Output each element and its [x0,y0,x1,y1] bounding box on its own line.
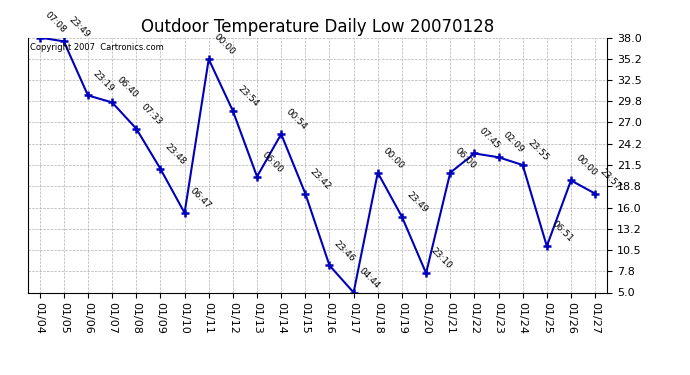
Text: 23:10: 23:10 [429,246,453,271]
Text: 00:54: 00:54 [284,107,308,132]
Text: 23:55: 23:55 [526,138,550,163]
Text: 23:49: 23:49 [405,190,429,214]
Text: 23:46: 23:46 [333,238,357,263]
Text: Copyright 2007  Cartronics.com: Copyright 2007 Cartronics.com [30,43,164,52]
Text: 23:49: 23:49 [67,15,91,39]
Text: 07:45: 07:45 [477,126,502,151]
Text: 07:33: 07:33 [139,102,164,126]
Text: 00:00: 00:00 [381,146,405,170]
Text: 23:57: 23:57 [598,167,622,191]
Text: 06:51: 06:51 [550,219,574,244]
Text: 06:47: 06:47 [188,186,212,211]
Text: 23:48: 23:48 [164,142,188,166]
Text: 00:00: 00:00 [574,153,598,178]
Text: 07:08: 07:08 [43,10,67,35]
Text: 23:42: 23:42 [308,167,333,191]
Text: 23:19: 23:19 [91,69,115,93]
Text: 00:00: 00:00 [212,32,236,57]
Text: 06:00: 06:00 [260,150,284,174]
Text: 06:00: 06:00 [453,146,477,170]
Text: 02:09: 02:09 [502,130,526,155]
Text: 23:54: 23:54 [236,84,260,109]
Text: 04:44: 04:44 [357,266,381,290]
Title: Outdoor Temperature Daily Low 20070128: Outdoor Temperature Daily Low 20070128 [141,18,494,36]
Text: 06:40: 06:40 [115,75,139,100]
